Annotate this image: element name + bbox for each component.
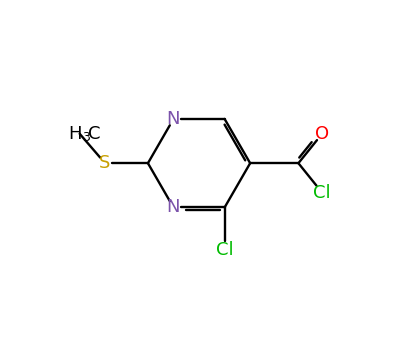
Text: O: O	[315, 125, 329, 143]
Text: S: S	[99, 154, 111, 172]
Text: Cl: Cl	[216, 241, 233, 260]
Text: N: N	[167, 198, 180, 217]
Text: Cl: Cl	[313, 184, 331, 202]
Text: H: H	[68, 125, 82, 143]
Text: C: C	[88, 125, 100, 143]
Text: 3: 3	[82, 131, 89, 143]
Text: N: N	[167, 110, 180, 128]
